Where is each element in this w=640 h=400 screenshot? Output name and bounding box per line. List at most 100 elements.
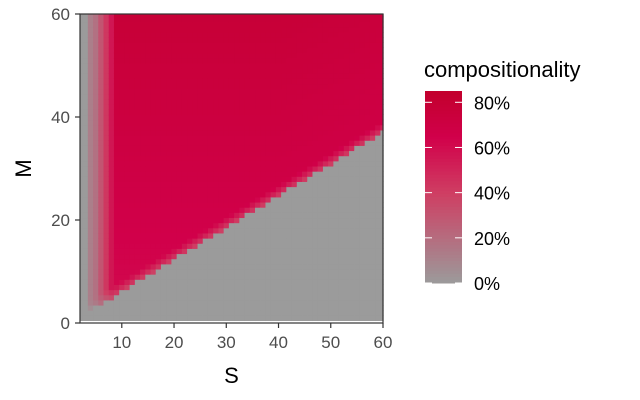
heatmap-cell xyxy=(275,279,282,285)
heatmap-cell xyxy=(369,315,376,322)
heatmap-cell xyxy=(359,186,366,193)
heatmap-cell xyxy=(93,191,99,198)
heatmap-cell xyxy=(80,16,84,23)
heatmap-cell xyxy=(281,16,287,23)
heatmap-cell xyxy=(197,140,204,146)
heatmap-cell xyxy=(302,289,308,296)
heatmap-cell xyxy=(364,274,371,280)
legend-title: compositionality xyxy=(424,57,581,82)
heatmap-cell xyxy=(375,140,381,146)
heatmap-cell xyxy=(307,212,314,219)
heatmap-cell xyxy=(249,222,256,229)
heatmap-cell xyxy=(192,196,199,203)
heatmap-cell xyxy=(239,181,246,188)
heatmap-cell xyxy=(202,176,209,182)
heatmap-cell xyxy=(281,150,287,157)
heatmap-cell xyxy=(286,57,293,64)
heatmap-cell xyxy=(103,119,110,126)
heatmap-cell xyxy=(234,176,240,182)
heatmap-cell xyxy=(286,274,293,280)
heatmap-cell xyxy=(302,150,308,157)
heatmap-cell xyxy=(150,181,157,188)
heatmap-cell xyxy=(134,191,141,198)
heatmap-cell xyxy=(124,232,131,239)
heatmap-cell xyxy=(140,222,146,229)
heatmap-cell xyxy=(333,140,340,146)
heatmap-cell xyxy=(380,284,384,291)
heatmap-cell xyxy=(291,57,298,64)
heatmap-cell xyxy=(255,232,261,239)
heatmap-cell xyxy=(291,14,298,18)
heatmap-cell xyxy=(80,310,84,316)
heatmap-cell xyxy=(338,181,345,188)
heatmap-cell xyxy=(375,171,381,177)
heatmap-cell xyxy=(343,42,350,49)
heatmap-cell xyxy=(166,14,173,18)
heatmap-cell xyxy=(218,238,225,244)
heatmap-cell xyxy=(98,268,105,275)
heatmap-cell xyxy=(265,258,272,265)
heatmap-cell xyxy=(328,294,334,301)
heatmap-cell xyxy=(213,227,220,234)
heatmap-cell xyxy=(369,21,376,28)
heatmap-cell xyxy=(343,21,350,28)
heatmap-cell xyxy=(354,165,361,172)
heatmap-cell xyxy=(166,57,173,64)
heatmap-cell xyxy=(228,268,235,275)
heatmap-cell xyxy=(119,57,125,64)
heatmap-cell xyxy=(343,227,350,234)
heatmap-cell xyxy=(160,279,167,285)
heatmap-cell xyxy=(171,26,178,33)
heatmap-cell xyxy=(207,294,214,301)
heatmap-cell xyxy=(140,186,146,193)
heatmap-cell xyxy=(93,201,99,208)
heatmap-cell xyxy=(213,93,220,100)
heatmap-cell xyxy=(150,62,157,69)
heatmap-cell xyxy=(317,176,324,182)
heatmap-cell xyxy=(255,14,261,18)
heatmap-cell xyxy=(129,129,136,136)
heatmap-cell xyxy=(108,294,115,301)
heatmap-cell xyxy=(129,263,136,270)
heatmap-cell xyxy=(333,32,340,38)
heatmap-cell xyxy=(119,14,125,18)
heatmap-cell xyxy=(364,212,371,219)
heatmap-cell xyxy=(98,176,105,182)
heatmap-cell xyxy=(265,263,272,270)
heatmap-cell xyxy=(80,279,84,285)
heatmap-cell xyxy=(108,109,115,116)
heatmap-cell xyxy=(328,135,334,141)
heatmap-cell xyxy=(218,57,225,64)
heatmap-cell xyxy=(181,155,188,162)
heatmap-cell xyxy=(312,253,319,260)
heatmap-cell xyxy=(338,191,345,198)
heatmap-cell xyxy=(369,191,376,198)
heatmap-cell xyxy=(349,263,355,270)
heatmap-cell xyxy=(218,315,225,322)
heatmap-cell xyxy=(192,68,199,74)
heatmap-cell xyxy=(260,212,267,219)
heatmap-cell xyxy=(98,299,105,306)
heatmap-cell xyxy=(218,140,225,146)
heatmap-cell xyxy=(129,150,136,157)
heatmap-cell xyxy=(354,253,361,260)
heatmap-cell xyxy=(354,135,361,141)
heatmap-cell xyxy=(317,217,324,224)
heatmap-cell xyxy=(140,32,146,38)
heatmap-cell xyxy=(129,258,136,265)
heatmap-cell xyxy=(317,299,324,306)
heatmap-cell xyxy=(338,243,345,249)
heatmap-cell xyxy=(333,83,340,90)
heatmap-cell xyxy=(302,83,308,90)
heatmap-cell xyxy=(145,21,152,28)
heatmap-cell xyxy=(103,140,110,146)
heatmap-cell xyxy=(113,176,120,182)
heatmap-cell xyxy=(160,186,167,193)
heatmap-cell xyxy=(375,26,381,33)
heatmap-cell xyxy=(354,155,361,162)
legend-colorbar-segment xyxy=(425,110,462,114)
heatmap-cell xyxy=(145,201,152,208)
heatmap-cell xyxy=(171,294,178,301)
heatmap-cell xyxy=(113,52,120,59)
heatmap-cell xyxy=(328,140,334,146)
